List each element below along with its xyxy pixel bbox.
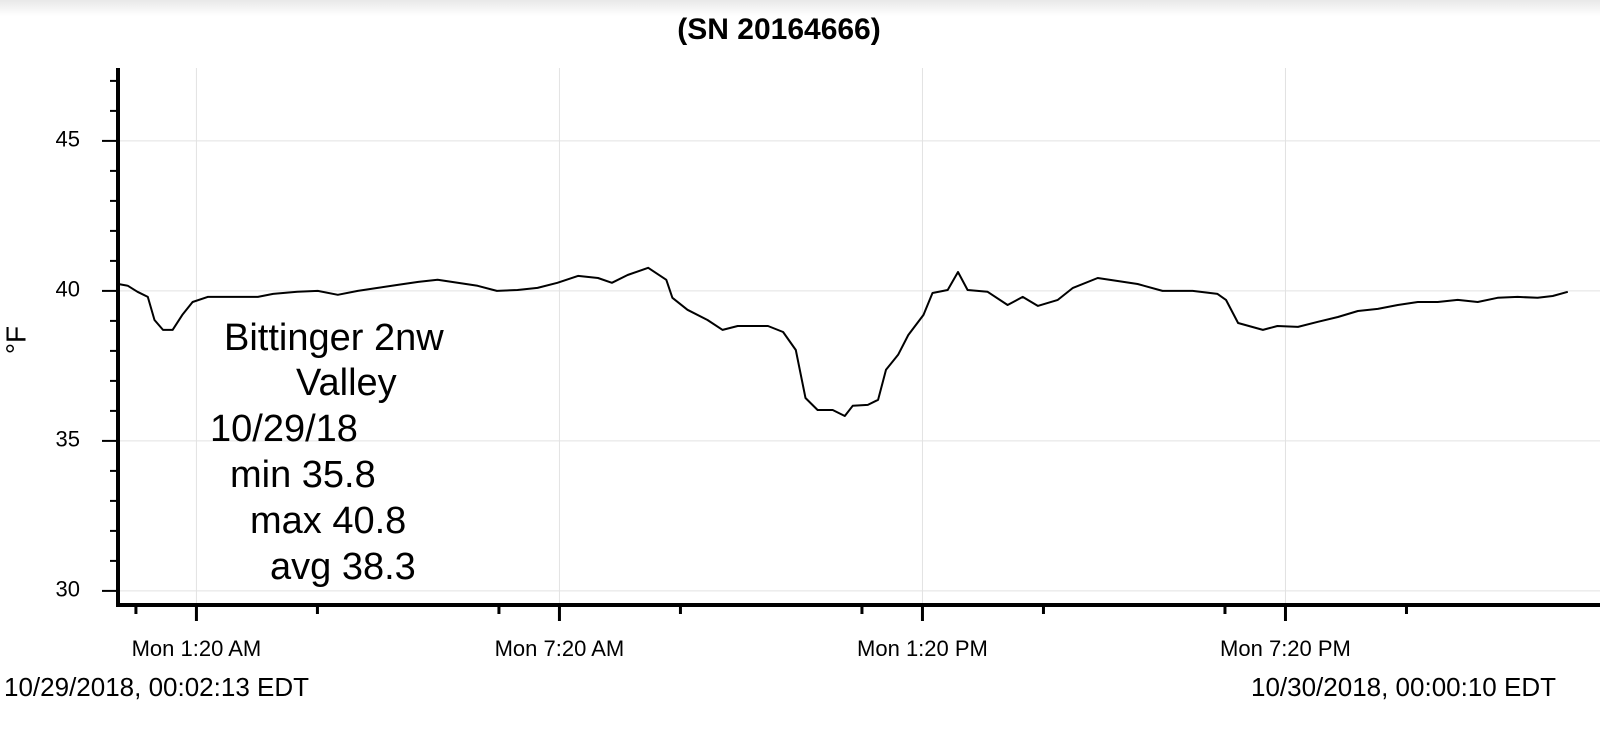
x-tick-label: Mon 1:20 AM xyxy=(132,636,262,661)
y-tick-label: 35 xyxy=(56,427,80,452)
annotation-line: avg 38.3 xyxy=(270,546,416,588)
annotation-line: Valley xyxy=(296,362,397,404)
x-tick-label: Mon 7:20 AM xyxy=(495,636,625,661)
data-line xyxy=(118,266,1569,417)
end-label: 10/30/2018, 00:00:10 EDT xyxy=(1251,672,1556,702)
x-tick-label: Mon 1:20 PM xyxy=(857,636,988,661)
annotation-line: max 40.8 xyxy=(250,500,406,542)
start-label: 10/29/2018, 00:02:13 EDT xyxy=(4,672,309,702)
y-axis-label: °F xyxy=(0,326,31,354)
annotation-line: Bittinger 2nw xyxy=(224,317,444,359)
chart-title: (SN 20164666) xyxy=(677,13,880,46)
y-tick-label: 30 xyxy=(56,577,80,602)
top-shade xyxy=(0,0,1600,16)
x-tick-label: Mon 7:20 PM xyxy=(1220,636,1351,661)
y-tick-label: 40 xyxy=(56,277,80,302)
annotation-line: min 35.8 xyxy=(230,454,376,496)
annotation-line: 10/29/18 xyxy=(210,408,358,450)
y-tick-label: 45 xyxy=(56,127,80,152)
